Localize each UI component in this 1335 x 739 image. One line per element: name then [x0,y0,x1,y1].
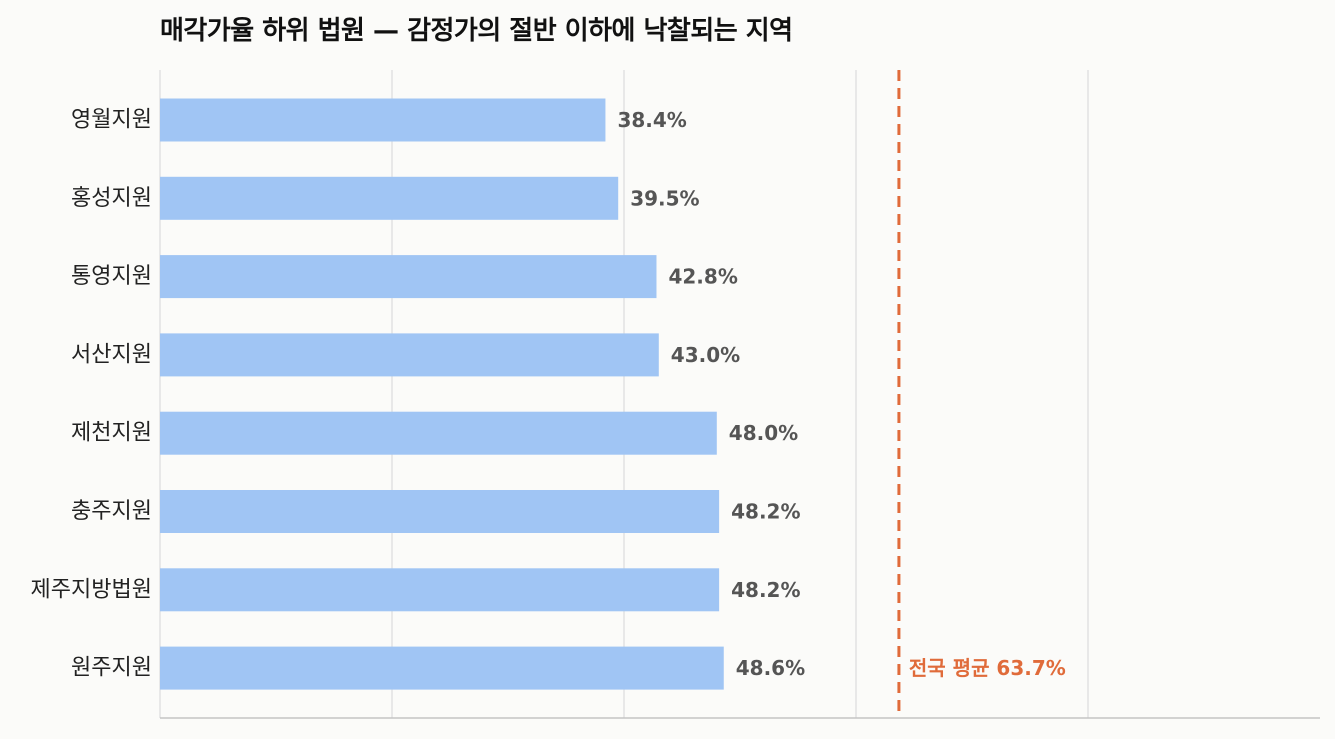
chart-title: 매각가율 하위 법원 — 감정가의 절반 이하에 낙찰되는 지역 [160,16,793,46]
y-tick-label: 홍성지원 [71,186,152,211]
y-tick-label: 영월지원 [71,108,152,133]
average-reference-label: 전국 평균 63.7% [909,656,1066,680]
data-label: 42.8% [668,265,737,289]
y-tick-label: 충주지원 [71,499,152,524]
data-label: 38.4% [617,108,686,132]
y-tick-label: 서산지원 [71,342,152,367]
bar [160,568,720,612]
data-label: 48.2% [731,578,800,602]
data-label: 43.0% [671,343,740,367]
data-label: 48.2% [731,500,800,524]
data-label: 48.6% [736,656,805,680]
bar [160,333,659,377]
y-tick-label: 통영지원 [71,264,152,289]
y-tick-label: 제주지방법원 [31,577,152,602]
data-label: 39.5% [630,186,699,210]
y-tick-label: 원주지원 [71,656,152,681]
data-label: 48.0% [729,421,798,445]
bar [160,411,717,455]
bar [160,255,657,299]
bar [160,490,720,533]
bar [160,98,606,142]
y-tick-label: 제천지원 [71,421,152,446]
bar [160,646,724,690]
bar [160,176,619,220]
